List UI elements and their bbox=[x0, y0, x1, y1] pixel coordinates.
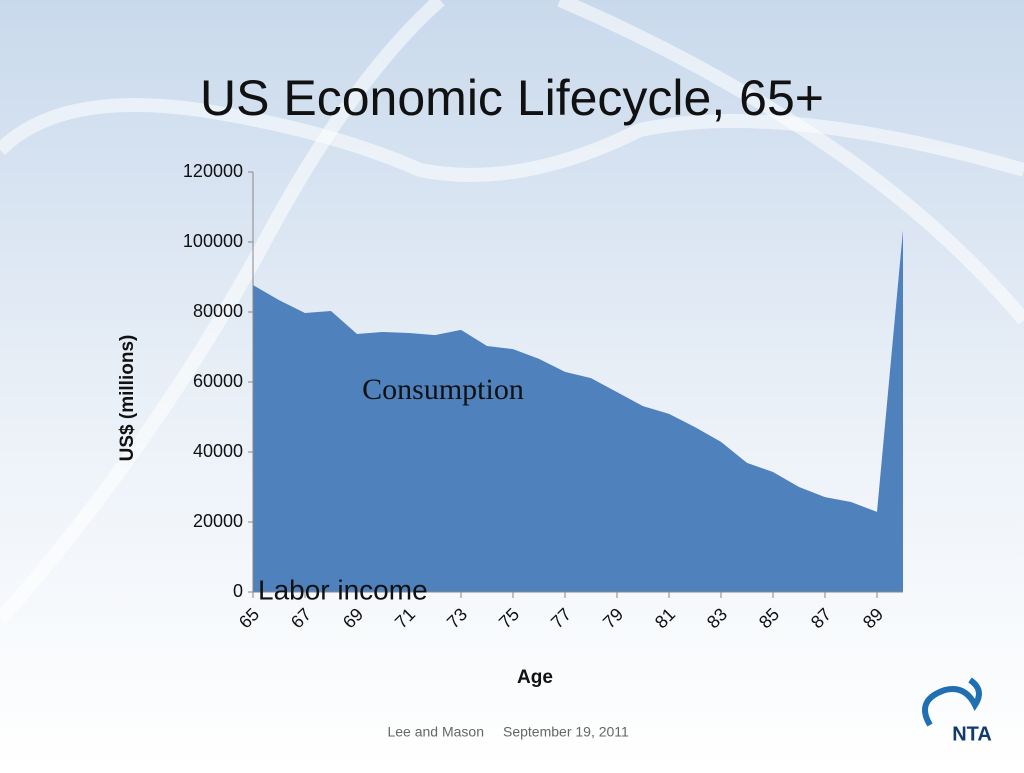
x-axis-title: Age bbox=[517, 667, 553, 688]
logo-text: NTA bbox=[952, 723, 992, 745]
logo: NTA bbox=[922, 677, 992, 745]
y-tick-label: 120000 bbox=[183, 161, 243, 181]
y-axis-title: US$ (millions) bbox=[117, 335, 138, 462]
y-tick-label: 20000 bbox=[193, 511, 243, 531]
decor bbox=[0, 0, 1024, 620]
footer-date: September 19, 2011 bbox=[503, 724, 629, 740]
y-tick-label: 100000 bbox=[183, 231, 243, 251]
annotation: Labor income bbox=[258, 574, 428, 605]
area bbox=[253, 230, 903, 592]
slide-title: US Economic Lifecycle, 65+ bbox=[200, 70, 824, 126]
footer-authors: Lee and Mason bbox=[387, 724, 484, 740]
y-tick-label: 40000 bbox=[193, 441, 243, 461]
y-tick-label: 60000 bbox=[193, 371, 243, 391]
logo-swirl bbox=[922, 677, 982, 727]
y-tick-label: 80000 bbox=[193, 301, 243, 321]
annotation: Consumption bbox=[362, 373, 524, 406]
y-tick-label: 0 bbox=[233, 581, 243, 601]
